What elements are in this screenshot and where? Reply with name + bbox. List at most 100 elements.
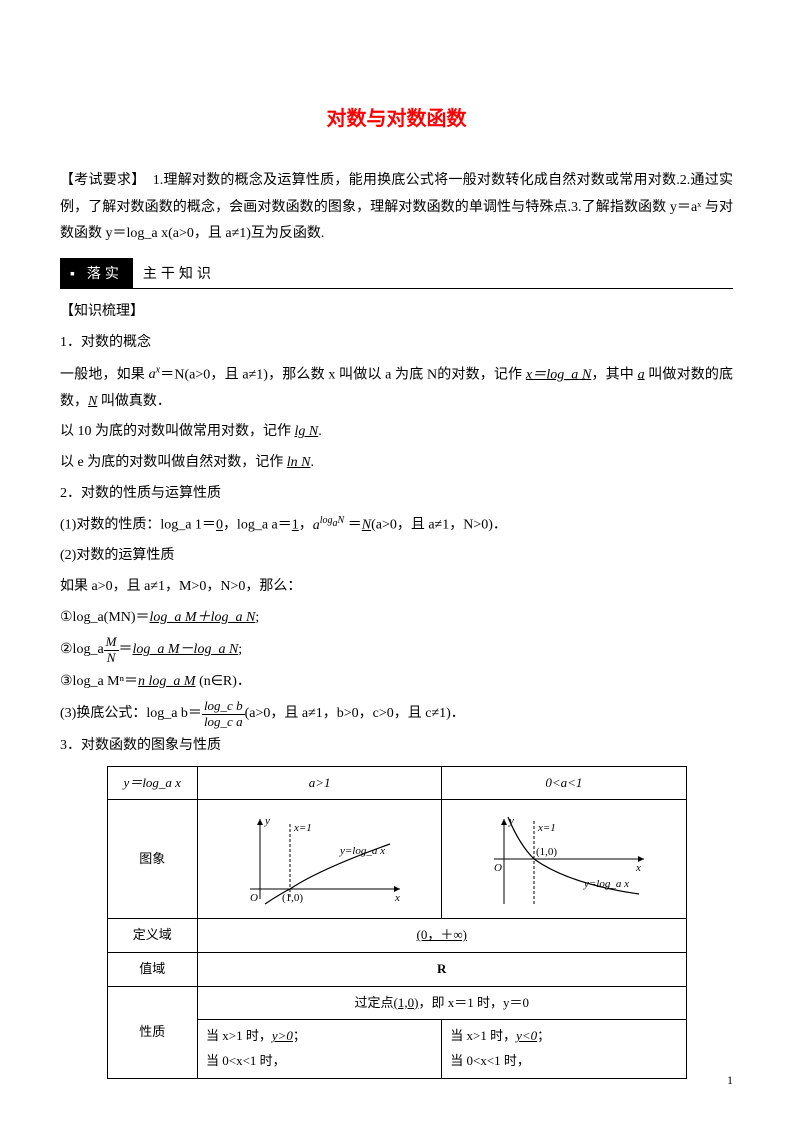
t: ，即 x＝1 时，y＝0 [418, 995, 529, 1010]
num: log_c b [202, 699, 245, 714]
t: 1 [292, 518, 299, 533]
section-heading: ▪ 落实 主干知识 [60, 258, 733, 290]
table-row: 值域 R [107, 952, 686, 986]
t: (3)换底公式：log_a b＝ [60, 706, 202, 721]
th: 0<a<1 [442, 766, 686, 800]
num: M [104, 635, 119, 650]
s1-p3: 以 e 为底的对数叫做自然对数，记作 ln N. [60, 450, 733, 477]
th: y＝log_a x [107, 766, 198, 800]
t: (1,0) [394, 995, 419, 1010]
t: (1)对数的性质：log_a 1＝ [60, 518, 216, 533]
cell: 当 x>1 时，y<0； 当 0<x<1 时， [442, 1020, 686, 1078]
page-title: 对数与对数函数 [60, 100, 733, 138]
t: 当 0<x<1 时， [206, 1053, 286, 1068]
t: y＝log_a x [124, 775, 181, 790]
den: N [104, 651, 119, 665]
t: 以 10 为底的对数叫做常用对数，记作 [60, 424, 295, 439]
cell: R [198, 952, 687, 986]
outline-label: 【知识梳理】 [60, 299, 733, 326]
origin-label: O [250, 892, 258, 904]
t: a>1 [309, 775, 331, 790]
graph-cell-decreasing: x=1 y=log_a x (1,0) O x y [442, 800, 686, 919]
page-number: 1 [727, 1069, 733, 1092]
s2-rule1: ①log_a(MN)＝log_a M＋log_a N; [60, 605, 733, 632]
t: log_a M－log_a N [133, 642, 239, 657]
t: (0，＋∞) [417, 927, 467, 942]
t: 当 x>1 时， [206, 1028, 272, 1043]
exam-req-label: 【考试要求】 [60, 173, 138, 188]
row-label: 值域 [107, 952, 198, 986]
fraction: log_c blog_c a [202, 699, 245, 729]
heading-dark: ▪ 落实 [60, 258, 133, 289]
t: (n∈R)． [196, 674, 251, 689]
log-graph-increasing: x=1 y=log_a x (1,0) O x y [230, 809, 410, 909]
table-row: 图象 x=1 y=log_a x (1,0) O x y [107, 800, 686, 919]
y-label: y [264, 815, 270, 827]
t: R [437, 961, 446, 976]
s2-p2: (2)对数的运算性质 [60, 543, 733, 570]
s2-p1: (1)对数的性质：log_a 1＝0，log_a a＝1，alogaN ＝N(a… [60, 511, 733, 539]
t: 一般地，如果 [60, 367, 149, 382]
row-label: 性质 [107, 986, 198, 1078]
exam-requirements: 【考试要求】 1.理解对数的概念及运算性质，能用换底公式将一般对数转化成自然对数… [60, 168, 733, 248]
cell: (0，＋∞) [198, 919, 687, 953]
th: a>1 [198, 766, 442, 800]
t: lg N [295, 424, 319, 439]
t: ln N [287, 455, 311, 470]
t: (a>0，且 a≠1，N>0)． [371, 518, 507, 533]
cell: 当 x>1 时，y>0； 当 0<x<1 时， [198, 1020, 442, 1078]
curve-label: y=log_a x [339, 845, 385, 857]
point-label: (1,0) [282, 892, 303, 904]
row-label: 定义域 [107, 919, 198, 953]
t: ③log_a Mⁿ＝ [60, 674, 138, 689]
t: ①log_a(MN)＝ [60, 610, 150, 625]
origin-label: O [494, 862, 502, 874]
t: 当 0<x<1 时， [450, 1053, 530, 1068]
den: log_c a [202, 715, 245, 729]
t: y>0 [272, 1028, 293, 1043]
graph-cell-increasing: x=1 y=log_a x (1,0) O x y [198, 800, 442, 919]
vline-label: x=1 [537, 822, 556, 834]
table-row: 性质 过定点(1,0)，即 x＝1 时，y＝0 [107, 986, 686, 1020]
t: a [638, 367, 645, 382]
s1-title: 1．对数的概念 [60, 330, 733, 357]
t: x＝log_a N [526, 367, 591, 382]
t: ＝N(a>0，且 a≠1)，那么数 x 叫做以 a 为底 N的对数，记作 [160, 367, 526, 382]
t: ，log_a a＝ [223, 518, 292, 533]
t: 0 [216, 518, 223, 533]
table-row: 定义域 (0，＋∞) [107, 919, 686, 953]
t: log_a M＋log_a N [150, 610, 256, 625]
t: n log_a M [138, 674, 196, 689]
s1-p1: 一般地，如果 ax＝N(a>0，且 a≠1)，那么数 x 叫做以 a 为底 N的… [60, 361, 733, 416]
t: (a>0，且 a≠1，b>0，c>0，且 c≠1)． [245, 706, 465, 721]
curve-label: y=log_a x [583, 878, 629, 890]
t: 叫做真数． [97, 394, 171, 409]
t: N [362, 518, 371, 533]
s2-rule2: ②log_aMN＝log_a M－log_a N; [60, 635, 733, 665]
point-label: (1,0) [536, 846, 557, 858]
table-row: y＝log_a x a>1 0<a<1 [107, 766, 686, 800]
y-label: y [508, 815, 514, 827]
heading-light: 主干知识 [133, 258, 225, 289]
t: alogaN [313, 518, 344, 533]
t: ax [149, 367, 160, 382]
s3-title: 3．对数函数的图象与性质 [60, 733, 733, 760]
fraction: MN [104, 635, 119, 665]
s2-p3: 如果 a>0，且 a≠1，M>0，N>0，那么： [60, 574, 733, 601]
properties-table: y＝log_a x a>1 0<a<1 图象 x=1 y=log_a x (1,… [107, 766, 687, 1079]
t: ，其中 [591, 367, 637, 382]
t: 过定点 [355, 995, 394, 1010]
t: ， [299, 518, 313, 533]
t: y<0 [516, 1028, 537, 1043]
cell: 过定点(1,0)，即 x＝1 时，y＝0 [198, 986, 687, 1020]
s2-rule3: ③log_a Mⁿ＝n log_a M (n∈R)． [60, 669, 733, 696]
t: 当 x>1 时， [450, 1028, 516, 1043]
row-label: 图象 [107, 800, 198, 919]
t: 以 e 为底的对数叫做自然对数，记作 [60, 455, 287, 470]
s2-title: 2．对数的性质与运算性质 [60, 481, 733, 508]
t: ＝ [344, 518, 362, 533]
t: ②log_a [60, 642, 104, 657]
heading-dark-text: 落实 [87, 265, 123, 281]
log-graph-decreasing: x=1 y=log_a x (1,0) O x y [474, 809, 654, 909]
vline-label: x=1 [293, 822, 312, 834]
